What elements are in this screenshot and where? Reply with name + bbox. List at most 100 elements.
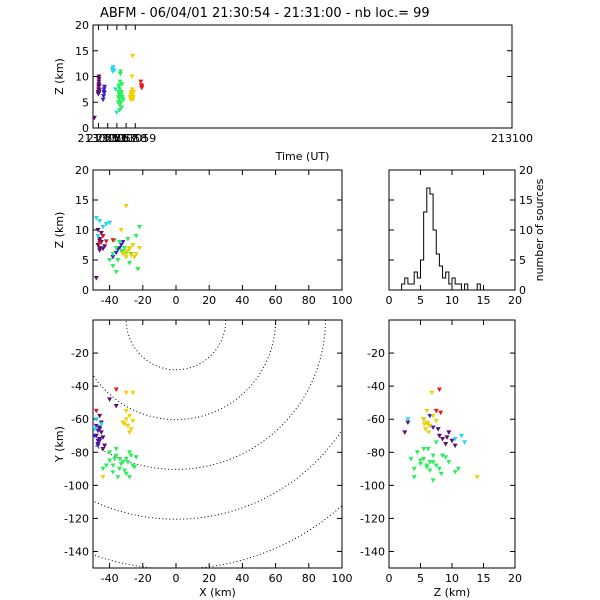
x-tick-label: 15: [477, 572, 491, 585]
source-point: [97, 241, 103, 246]
x-tick-label: 60: [269, 572, 283, 585]
source-point: [93, 216, 99, 221]
source-point: [123, 204, 129, 209]
source-point: [423, 427, 429, 432]
x-height-panel: -40 -20 0 20 40 60 80 100 0 5 10 15 20 Z (km): [53, 164, 353, 307]
source-point: [127, 450, 133, 455]
source-point: [97, 238, 103, 244]
source-point: [125, 460, 131, 465]
source-point: [101, 84, 107, 90]
source-point: [120, 240, 126, 245]
source-point: [96, 79, 102, 85]
source-point: [118, 249, 124, 254]
source-point: [93, 427, 98, 432]
source-point: [139, 84, 145, 89]
plan-view-panel: -40 -20 0 20 40 60 80 100 -140 -120 -100 -80 -60 -40 -…: [53, 319, 353, 599]
source-point: [132, 255, 137, 260]
x-tick-label: -40: [101, 294, 119, 307]
source-point: [443, 442, 449, 447]
y-tick-label: 5: [519, 254, 526, 267]
source-point: [128, 453, 134, 459]
y-axis-label: Y (km): [53, 426, 66, 463]
data-layer: [402, 387, 480, 483]
source-point: [438, 471, 444, 477]
data-layer: [401, 187, 484, 290]
source-point: [100, 435, 106, 440]
y-tick-label: 0: [519, 284, 526, 297]
source-point: [128, 253, 134, 258]
source-point: [474, 475, 480, 480]
source-point: [430, 478, 436, 483]
source-point: [97, 438, 103, 444]
x-tick-label: 213058: [105, 132, 147, 145]
y-axis-label: Z (km): [53, 58, 66, 95]
x-axis-label: Time (UT): [275, 150, 330, 163]
y-tick-label: -20: [71, 347, 89, 360]
source-point: [117, 71, 123, 77]
y-tick-label: -140: [360, 545, 385, 558]
x-tick-label: 213057: [96, 132, 138, 145]
source-point: [127, 247, 133, 252]
source-point: [430, 453, 436, 459]
range-ring: [125, 320, 227, 371]
source-point: [113, 446, 119, 452]
source-point: [120, 97, 126, 103]
source-point: [130, 390, 136, 396]
source-point: [98, 231, 104, 236]
x-tick-label: 10: [445, 572, 459, 585]
source-point: [116, 83, 122, 88]
x-tick-label: 213100: [491, 132, 533, 145]
x-tick-label: 20: [202, 572, 216, 585]
source-point: [110, 264, 116, 269]
source-point: [133, 234, 139, 239]
y-tick-label: 10: [75, 224, 89, 237]
source-point: [129, 74, 135, 79]
source-point: [427, 468, 433, 473]
source-point: [93, 276, 99, 281]
x-tick-label: 0: [173, 572, 180, 585]
x-tick-label: 20: [508, 572, 522, 585]
y-tick-label: -60: [71, 413, 89, 426]
y-tick-label: 15: [519, 194, 533, 207]
source-point: [130, 97, 136, 103]
x-tick-label: 5: [417, 294, 424, 307]
source-point: [117, 79, 123, 85]
source-point: [131, 89, 137, 95]
data-layer: [93, 204, 142, 281]
source-point: [93, 408, 99, 414]
source-point: [110, 65, 116, 70]
source-point: [123, 390, 129, 396]
source-point: [421, 417, 427, 422]
source-point: [100, 446, 106, 452]
source-point: [418, 458, 423, 464]
source-point: [130, 53, 136, 59]
figure-title: ABFM - 06/04/01 21:30:54 - 21:31:00 - nb…: [100, 6, 430, 21]
y-tick-label: -80: [71, 446, 89, 459]
source-point: [110, 470, 116, 475]
source-point: [426, 430, 432, 435]
x-tick-label: 40: [235, 572, 249, 585]
source-point: [101, 94, 107, 99]
y-tick-label: -100: [64, 479, 89, 492]
source-point: [440, 453, 446, 459]
source-point: [421, 446, 427, 452]
source-point: [115, 475, 121, 480]
source-point: [452, 437, 458, 442]
data-layer: [93, 53, 145, 121]
source-point: [433, 408, 439, 414]
source-point: [405, 417, 411, 422]
y-axis-label: Z (km): [53, 212, 66, 249]
source-point: [107, 397, 113, 402]
source-point: [117, 456, 123, 462]
y-tick-label: -120: [64, 512, 89, 525]
source-point: [402, 430, 408, 435]
y-tick-label: 20: [75, 164, 89, 177]
source-point: [122, 246, 128, 251]
source-point: [122, 468, 128, 473]
source-point: [127, 261, 133, 266]
source-point: [462, 440, 468, 445]
source-point: [125, 423, 131, 429]
y-tick-label: -20: [367, 347, 385, 360]
